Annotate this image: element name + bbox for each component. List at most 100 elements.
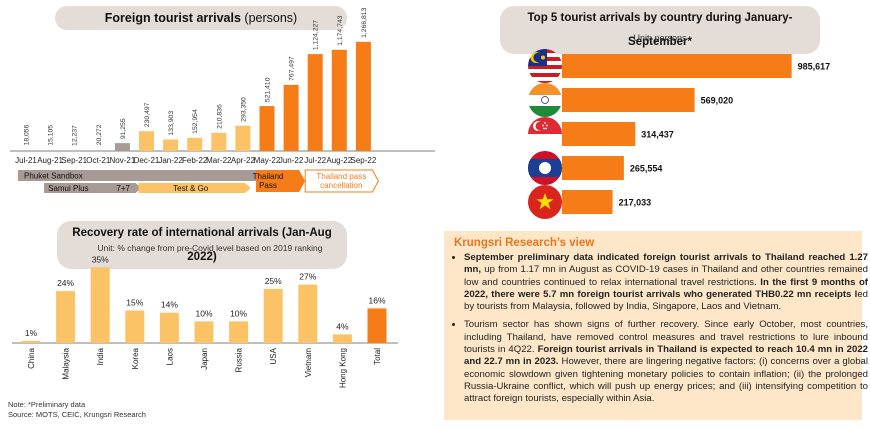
view-bullet-1: September preliminary data indicated for…	[464, 252, 868, 313]
top5-bar	[562, 88, 695, 112]
arrivals-bar	[331, 49, 347, 151]
arrivals-month-label: May-22	[254, 156, 281, 165]
top5-chart-title: Top 5 tourist arrivals by country during…	[500, 6, 820, 54]
krungsri-view-box: Krungsri Research’s view September preli…	[444, 231, 868, 420]
arrivals-month-label: Jan-22	[158, 156, 183, 165]
top5-chart: 985,617 569,020 314,437 265,554 217,033	[562, 54, 830, 214]
recovery-value-label: 27%	[299, 272, 316, 282]
note-line: Note: *Preliminary data	[8, 400, 86, 409]
arrivals-month-label: Jul-22	[304, 156, 326, 165]
view-bullets: September preliminary data indicated for…	[452, 252, 868, 412]
test-and-go-bar	[138, 183, 251, 193]
arrivals-value-label: 18,056	[24, 124, 31, 145]
recovery-bar	[367, 308, 387, 343]
arrivals-value-label: 1,124,227	[313, 20, 320, 50]
recovery-subtitle: Unit: % change from pre-Covid level base…	[97, 243, 323, 253]
arrivals-value-label: 20,272	[96, 124, 103, 145]
arrivals-month-label: Aug-21	[37, 156, 63, 165]
recovery-value-label: 4%	[336, 321, 349, 331]
arrivals-value-label: 521,410	[265, 77, 272, 102]
thailand-pass-cancellation-bar	[304, 169, 379, 193]
top5-bar	[562, 156, 624, 180]
top5-value-label: 569,020	[701, 96, 734, 106]
arrivals-value-label: 293,350	[240, 97, 247, 122]
arrivals-month-label: Aug-22	[326, 156, 352, 165]
recovery-country-label: Malaysia	[62, 347, 71, 379]
recovery-value-label: 16%	[368, 295, 385, 305]
recovery-country-label: Russia	[235, 347, 244, 372]
arrivals-month-label: Sep-22	[351, 156, 377, 165]
arrivals-chart: 18,056 Jul-21 15,105 Aug-21 12,237 Sep-21 20,2…	[10, 7, 435, 165]
arrivals-value-label: 210,836	[216, 104, 223, 129]
top5-value-label: 265,554	[630, 164, 663, 174]
bullet1-text-d: ed by tourists from Malaysia, followed b…	[464, 288, 868, 313]
recovery-country-label: Korea	[131, 347, 140, 369]
arrivals-value-label: 1,174,743	[337, 15, 344, 45]
arrivals-month-label: Jun-22	[279, 156, 304, 165]
top5-value-label: 217,033	[619, 198, 652, 208]
arrivals-month-label: Mar-22	[206, 156, 232, 165]
recovery-title-text: Recovery rate of international arrivals …	[72, 227, 332, 263]
samui-plus-label: Samui Plus	[48, 184, 88, 193]
arrivals-month-label: Jul-21	[15, 156, 37, 165]
recovery-country-label: Total	[373, 348, 382, 365]
vietnam-flag-icon	[528, 185, 562, 219]
phuket-sandbox-label: Phuket Sandbox	[24, 172, 83, 181]
source-line: Source: MOTS, CEIC, Krungsri Research	[8, 410, 146, 419]
recovery-country-label: Japan	[200, 348, 209, 370]
arrivals-bar	[187, 137, 203, 151]
recovery-country-label: Laos	[165, 348, 174, 365]
recovery-value-label: 10%	[195, 308, 212, 318]
top5-bar	[562, 54, 792, 78]
cancellation-label-1: Thailand pass	[316, 172, 366, 181]
samui-plus-bar	[44, 183, 113, 193]
arrivals-bar	[114, 143, 130, 151]
test-and-go-label: Test & Go	[173, 184, 209, 193]
arrivals-value-label: 133,903	[168, 111, 175, 136]
recovery-bar	[125, 310, 145, 343]
recovery-bar	[332, 334, 352, 343]
recovery-country-label: Hong Kong	[338, 348, 347, 388]
recovery-chart: 1% China 24% Malaysia 35% India 15% Korea 14% Lao…	[12, 254, 398, 388]
arrivals-value-label: 767,497	[289, 56, 296, 81]
recovery-value-label: 10%	[230, 308, 247, 318]
top5-bar	[562, 122, 636, 146]
thailand-pass-label-1: Thailand	[253, 172, 284, 181]
arrivals-value-label: 230,497	[144, 102, 151, 127]
bullet1-text-b: up from 1.17 mn in August as COVID-19 ca…	[464, 264, 868, 288]
arrivals-bar	[355, 41, 371, 151]
recovery-bar	[56, 291, 76, 343]
recovery-bar	[21, 340, 41, 343]
laos-flag-icon	[528, 151, 562, 185]
recovery-country-label: China	[27, 347, 36, 368]
recovery-bar	[263, 288, 283, 343]
bullet2-bold-b: Foreign tourist arrivals in Thailand is …	[464, 344, 868, 368]
top5-value-label: 985,617	[798, 62, 831, 72]
recovery-value-label: 35%	[92, 254, 109, 264]
malaysia-flag-icon	[528, 49, 562, 83]
bullet2-text-a: Tourism sector has shown signs of furthe…	[464, 319, 868, 356]
recovery-bar	[90, 267, 110, 343]
arrivals-month-label: Apr-22	[231, 156, 256, 165]
7-plus-7-label: 7+7	[116, 184, 130, 193]
arrivals-month-label: Nov-21	[110, 156, 136, 165]
view-bullet-2: Tourism sector has shown signs of furthe…	[464, 319, 868, 405]
recovery-country-label: Vietnam	[304, 348, 313, 378]
arrivals-bar	[211, 132, 227, 151]
arrivals-value-label: 1,266,813	[361, 7, 368, 37]
top5-title-text: Top 5 tourist arrivals by country during…	[527, 12, 793, 48]
recovery-bar	[194, 321, 214, 343]
arrivals-bar	[307, 54, 323, 151]
recovery-value-label: 15%	[126, 298, 143, 308]
recovery-value-label: 14%	[161, 300, 178, 310]
arrivals-title-light: (persons)	[240, 11, 298, 25]
arrivals-bar	[283, 84, 299, 151]
recovery-value-label: 25%	[265, 276, 282, 286]
phuket-sandbox-bar	[18, 170, 301, 181]
arrivals-bar	[259, 106, 275, 151]
recovery-bar	[159, 312, 179, 343]
top5-subtitle: Unit: persons	[633, 33, 687, 43]
view-title: Krungsri Research’s view	[454, 237, 595, 249]
recovery-chart-title: Recovery rate of international arrivals …	[57, 221, 347, 269]
